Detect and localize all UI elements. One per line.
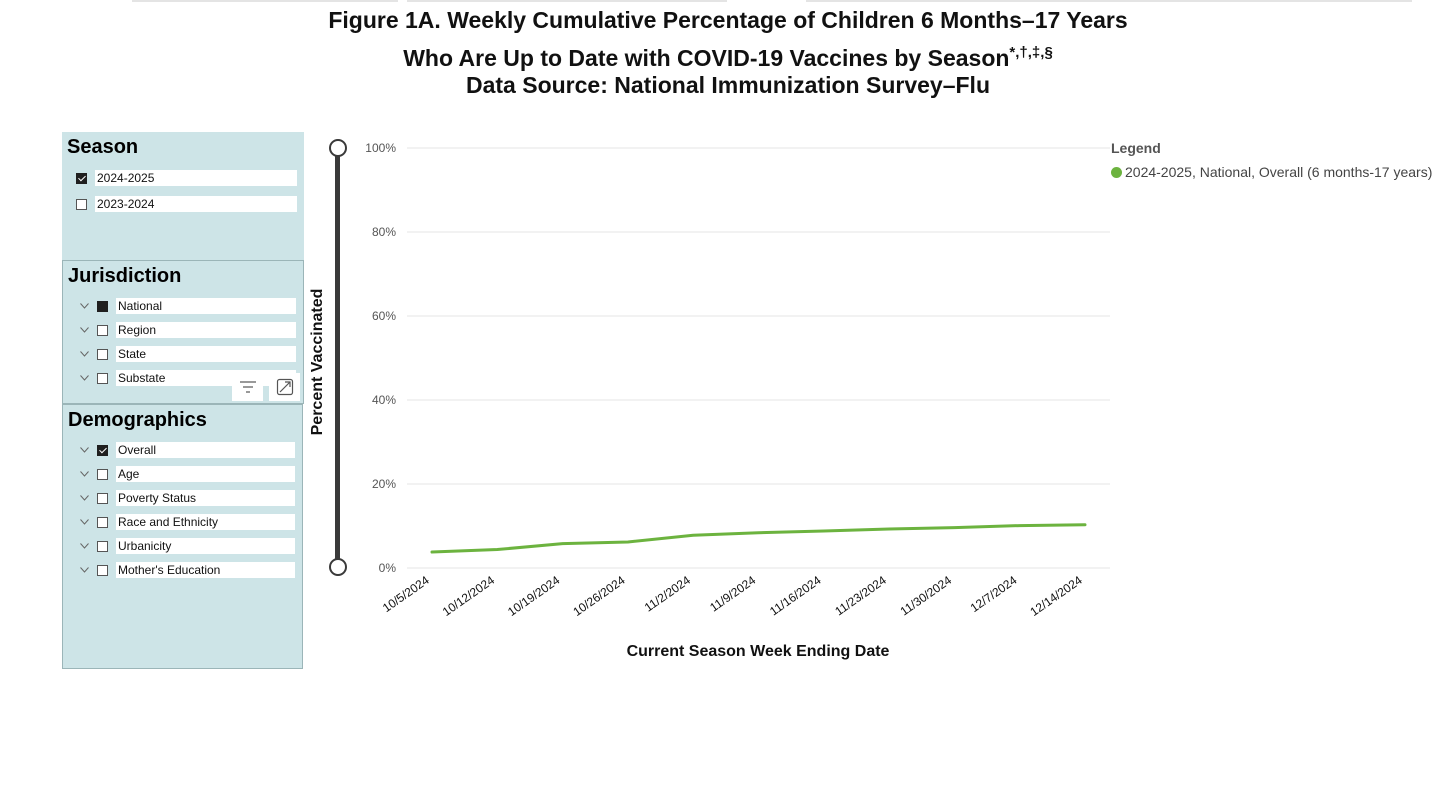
footnote-marks: *,†,‡,§ — [1009, 43, 1053, 61]
title-line-3: Data Source: National Immunization Surve… — [466, 72, 990, 98]
title-line-1: Figure 1A. Weekly Cumulative Percentage … — [328, 7, 1128, 33]
top-divider-middle — [407, 0, 727, 2]
jurisdiction-option-label: Region — [116, 322, 296, 338]
title-line-2-text: Who Are Up to Date with COVID-19 Vaccine… — [403, 44, 1010, 71]
x-tick-label: 11/9/2024 — [707, 573, 758, 615]
chevron-down-icon[interactable] — [77, 539, 91, 553]
jurisdiction-option-state[interactable]: State — [77, 346, 296, 362]
y-tick-label: 0% — [379, 561, 397, 575]
x-tick-label: 12/14/2024 — [1027, 573, 1084, 619]
season-option-label: 2024-2025 — [95, 170, 297, 186]
chevron-down-icon[interactable] — [77, 347, 91, 361]
jurisdiction-option-region[interactable]: Region — [77, 322, 296, 338]
checkbox[interactable] — [97, 540, 108, 552]
filter-icon[interactable] — [232, 373, 263, 401]
x-tick-label: 10/5/2024 — [380, 573, 432, 615]
y-tick-label: 60% — [372, 309, 396, 323]
jurisdiction-filter-title: Jurisdiction — [68, 265, 182, 287]
legend-marker — [1111, 166, 1122, 178]
visual-header-toolbar — [232, 373, 300, 401]
legend-title: Legend — [1111, 140, 1161, 156]
jurisdiction-filter-panel: Jurisdiction National Region State Subst… — [62, 260, 304, 404]
x-tick-label: 11/2/2024 — [642, 573, 693, 615]
x-tick-label: 12/7/2024 — [968, 573, 1020, 615]
demographics-option-urbanicity[interactable]: Urbanicity — [77, 538, 295, 554]
chevron-down-icon[interactable] — [77, 443, 91, 457]
checkbox[interactable] — [97, 372, 108, 384]
season-option-2023-2024[interactable]: 2023-2024 — [76, 196, 297, 212]
demographics-option-label: Overall — [116, 442, 295, 458]
jurisdiction-option-label: National — [116, 298, 296, 314]
top-divider-left — [132, 0, 398, 2]
demographics-option-label: Poverty Status — [116, 490, 295, 506]
jurisdiction-option-national[interactable]: National — [77, 298, 296, 314]
top-divider-right — [806, 0, 1412, 2]
chevron-down-icon[interactable] — [77, 299, 91, 313]
demographics-option-mothers-education[interactable]: Mother's Education — [77, 562, 295, 578]
x-tick-label: 11/16/2024 — [767, 573, 824, 619]
demographics-option-overall[interactable]: Overall — [77, 442, 295, 458]
jurisdiction-option-label: State — [116, 346, 296, 362]
legend-item[interactable]: 2024-2025, National, Overall (6 months-1… — [1111, 164, 1432, 180]
demographics-option-label: Age — [116, 466, 295, 482]
checkbox[interactable] — [76, 198, 87, 210]
focus-mode-icon[interactable] — [269, 373, 300, 401]
checkbox[interactable] — [97, 324, 108, 336]
chevron-down-icon[interactable] — [77, 371, 91, 385]
chevron-down-icon[interactable] — [77, 515, 91, 529]
series-line — [430, 523, 1087, 554]
season-filter-panel: Season 2024-2025 2023-2024 — [62, 132, 304, 260]
y-tick-label: 40% — [372, 393, 396, 407]
x-tick-label: 10/26/2024 — [570, 573, 627, 619]
chevron-down-icon[interactable] — [77, 467, 91, 481]
x-tick-label: 11/30/2024 — [898, 573, 955, 619]
y-tick-label: 100% — [365, 141, 396, 155]
checkbox[interactable] — [97, 492, 108, 504]
x-tick-label: 11/23/2024 — [832, 573, 889, 619]
checkbox[interactable] — [97, 348, 108, 360]
demographics-option-label: Mother's Education — [116, 562, 295, 578]
legend-item-label: 2024-2025, National, Overall (6 months-1… — [1125, 164, 1433, 180]
y-tick-label: 20% — [372, 477, 396, 491]
y-range-slider-track[interactable] — [335, 146, 340, 566]
y-range-slider-min-handle[interactable] — [329, 558, 347, 576]
demographics-option-label: Urbanicity — [116, 538, 295, 554]
title-line-2: Who Are Up to Date with COVID-19 Vaccine… — [0, 37, 1456, 71]
y-range-slider-max-handle[interactable] — [329, 139, 347, 157]
chevron-down-icon[interactable] — [77, 323, 91, 337]
chevron-down-icon[interactable] — [77, 491, 91, 505]
x-tick-label: 10/12/2024 — [440, 573, 497, 619]
checkbox[interactable] — [97, 468, 108, 480]
x-tick-label: 10/19/2024 — [505, 573, 562, 619]
demographics-option-race-ethnicity[interactable]: Race and Ethnicity — [77, 514, 295, 530]
checkbox[interactable] — [97, 444, 108, 456]
demographics-option-age[interactable]: Age — [77, 466, 295, 482]
checkbox[interactable] — [76, 172, 87, 184]
demographics-filter-title: Demographics — [68, 409, 207, 431]
season-option-2024-2025[interactable]: 2024-2025 — [76, 170, 297, 186]
x-axis-label: Current Season Week Ending Date — [626, 643, 890, 660]
demographics-option-label: Race and Ethnicity — [116, 514, 295, 530]
demographics-option-poverty-status[interactable]: Poverty Status — [77, 490, 295, 506]
demographics-filter-panel: Demographics Overall Age Poverty Status … — [62, 404, 303, 669]
y-tick-label: 80% — [372, 225, 396, 239]
checkbox[interactable] — [97, 564, 108, 576]
checkbox[interactable] — [97, 300, 108, 312]
season-option-label: 2023-2024 — [95, 196, 297, 212]
season-filter-title: Season — [67, 136, 139, 158]
chevron-down-icon[interactable] — [77, 563, 91, 577]
checkbox[interactable] — [97, 516, 108, 528]
figure-title: Figure 1A. Weekly Cumulative Percentage … — [0, 4, 1456, 102]
